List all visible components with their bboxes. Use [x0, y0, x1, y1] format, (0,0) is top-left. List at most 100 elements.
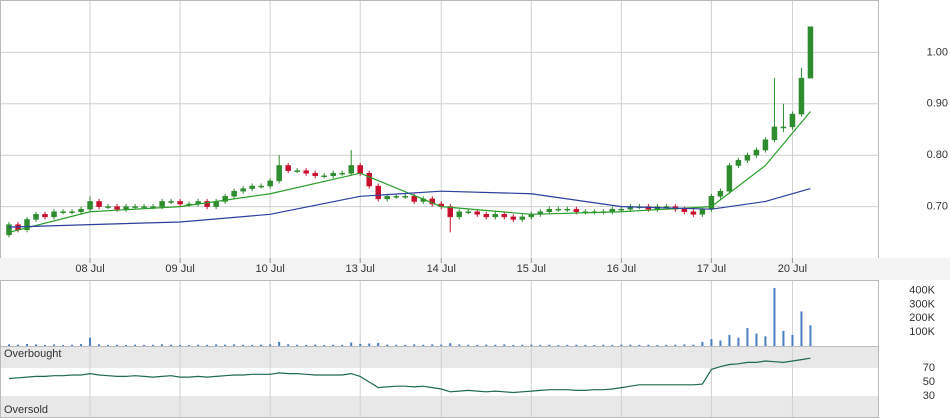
- volume-bar: [224, 344, 227, 346]
- candle-body: [780, 126, 787, 129]
- candle-body: [510, 216, 517, 220]
- volume-bar: [485, 344, 488, 346]
- candle-body: [474, 211, 481, 215]
- volume-bar: [98, 344, 101, 346]
- candle-body: [762, 139, 769, 151]
- candle-body: [411, 196, 417, 202]
- candle-body: [807, 26, 814, 79]
- volume-bar: [188, 345, 191, 346]
- candle-body: [123, 206, 129, 210]
- candle-body: [204, 201, 210, 207]
- x-tick-label: 16 Jul: [607, 263, 636, 275]
- candle-body: [519, 216, 526, 220]
- volume-bar: [179, 344, 182, 346]
- volume-bar: [53, 344, 56, 346]
- volume-bar: [746, 328, 749, 346]
- volume-bar: [152, 344, 155, 346]
- volume-bar: [413, 344, 416, 346]
- moving-average: [8, 111, 811, 233]
- candle-body: [177, 201, 183, 205]
- x-tick-label: 10 Jul: [255, 263, 284, 275]
- candle-body: [384, 196, 390, 200]
- y-tick-label: 100K: [909, 326, 935, 338]
- volume-bar: [629, 344, 632, 346]
- volume-bar: [521, 344, 524, 346]
- candle-body: [249, 185, 255, 189]
- candle-body: [564, 208, 571, 211]
- volume-bar: [341, 344, 344, 346]
- candle-body: [312, 172, 318, 177]
- volume-bar: [665, 344, 668, 346]
- candle-body: [159, 201, 165, 207]
- volume-bar: [377, 342, 380, 346]
- volume-bar: [359, 343, 362, 346]
- candle-body: [375, 185, 381, 200]
- candle-body: [168, 201, 174, 203]
- x-tick-label: 17 Jul: [697, 263, 726, 275]
- candle-body: [114, 206, 120, 210]
- candle-body: [60, 211, 66, 213]
- y-tick-label: 300K: [909, 298, 935, 310]
- volume-bar: [422, 344, 425, 346]
- candle-body: [699, 208, 706, 215]
- candle-body: [753, 149, 760, 156]
- candle-body: [69, 211, 75, 213]
- volume-bar: [566, 344, 569, 346]
- volume-bar: [404, 344, 407, 346]
- y-tick-label: 70: [923, 362, 935, 374]
- candle-body: [789, 113, 796, 128]
- volume-bar: [35, 344, 38, 346]
- volume-bar: [287, 344, 290, 346]
- y-tick-label: 0.70: [927, 201, 948, 213]
- volume-bar: [368, 343, 371, 346]
- volume-bar: [683, 344, 686, 346]
- volume-bar: [449, 343, 452, 346]
- y-tick-label: 200K: [909, 312, 935, 324]
- candle-body: [744, 154, 751, 161]
- volume-bar: [557, 345, 560, 346]
- volume-bar: [197, 344, 200, 346]
- volume-bar: [332, 344, 335, 346]
- y-tick-label: 30: [923, 390, 935, 402]
- volume-bar: [710, 339, 713, 346]
- volume-bar: [503, 344, 506, 346]
- volume-bar: [395, 344, 398, 346]
- volume-bar: [800, 311, 803, 346]
- volume-bar: [278, 341, 281, 346]
- candle-body: [258, 185, 264, 188]
- candle-body: [717, 190, 724, 197]
- volume-bar: [215, 344, 218, 346]
- candle-body: [546, 208, 553, 212]
- candle-body: [105, 206, 111, 208]
- volume-bar: [602, 344, 605, 346]
- volume-bar: [305, 344, 308, 346]
- candle-body: [51, 211, 57, 218]
- volume-bar: [728, 334, 731, 346]
- volume-bar: [548, 344, 551, 346]
- volume-bar: [134, 344, 137, 346]
- candle-body: [366, 172, 372, 187]
- candle-body: [294, 170, 300, 172]
- volume-bar: [89, 337, 92, 346]
- volume-bar: [125, 345, 128, 346]
- volume-bar: [467, 344, 470, 346]
- candle-body: [771, 126, 778, 141]
- volume-bar: [593, 345, 596, 346]
- overbought-label: Overbought: [4, 348, 61, 360]
- candle-body: [276, 165, 282, 182]
- volume-bar: [674, 344, 677, 346]
- x-tick-label: 15 Jul: [517, 263, 546, 275]
- candle-body: [357, 165, 363, 174]
- oversold-band: [1, 396, 878, 417]
- price-panel: [0, 0, 879, 259]
- candle-body: [42, 214, 48, 218]
- candle-body: [78, 208, 84, 212]
- candle-body: [24, 219, 30, 230]
- candle-body: [339, 172, 345, 175]
- candle-body: [6, 224, 12, 236]
- candle-body: [798, 77, 805, 115]
- volume-bar: [116, 344, 119, 346]
- y-tick-label: 0.80: [927, 149, 948, 161]
- volume-bar: [719, 340, 722, 346]
- volume-bar: [530, 344, 533, 346]
